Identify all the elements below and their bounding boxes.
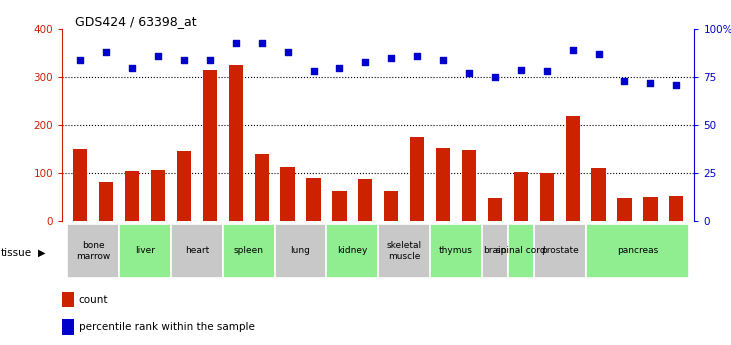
Text: percentile rank within the sample: percentile rank within the sample — [78, 322, 254, 332]
Bar — [384, 191, 398, 221]
Point — [385, 55, 397, 61]
Bar — [306, 178, 321, 221]
Bar — [514, 172, 528, 221]
Point — [281, 50, 293, 55]
Point — [567, 48, 578, 53]
Bar — [281, 167, 295, 221]
Bar — [99, 181, 113, 221]
Bar — [333, 191, 346, 221]
Bar — [488, 198, 502, 221]
Point — [308, 69, 319, 74]
Bar — [410, 137, 424, 221]
Text: thymus: thymus — [439, 246, 473, 256]
Text: pancreas: pancreas — [617, 246, 658, 256]
Bar — [62, 319, 74, 335]
Bar — [586, 224, 689, 278]
Bar — [508, 224, 534, 278]
Point — [412, 53, 423, 59]
Bar — [125, 171, 139, 221]
Point — [618, 78, 630, 84]
Bar — [73, 149, 88, 221]
Text: skeletal
muscle: skeletal muscle — [387, 241, 422, 261]
Text: prostate: prostate — [541, 246, 578, 256]
Point — [515, 67, 526, 72]
Bar — [171, 224, 223, 278]
Bar — [177, 151, 191, 221]
Text: tissue: tissue — [1, 248, 32, 257]
Bar — [534, 224, 586, 278]
Text: count: count — [78, 295, 108, 305]
Bar — [358, 179, 373, 221]
Text: spinal cord: spinal cord — [496, 246, 545, 256]
Point — [204, 57, 216, 63]
Point — [230, 40, 242, 46]
Bar — [327, 224, 379, 278]
Point — [256, 40, 268, 46]
Point — [178, 57, 190, 63]
Bar — [151, 170, 165, 221]
Bar — [482, 224, 508, 278]
Text: ▶: ▶ — [38, 248, 45, 257]
Point — [541, 69, 553, 74]
Point — [463, 71, 475, 76]
Point — [126, 65, 138, 70]
Point — [360, 59, 371, 65]
Bar — [254, 154, 269, 221]
Point — [100, 50, 112, 55]
Bar — [67, 224, 119, 278]
Bar — [591, 168, 606, 221]
Text: liver: liver — [135, 246, 155, 256]
Text: brain: brain — [483, 246, 507, 256]
Point — [333, 65, 345, 70]
Bar — [436, 148, 450, 221]
Bar — [379, 224, 430, 278]
Text: GDS424 / 63398_at: GDS424 / 63398_at — [75, 15, 197, 28]
Bar — [275, 224, 327, 278]
Bar — [566, 117, 580, 221]
Bar — [618, 198, 632, 221]
Bar — [643, 197, 657, 221]
Text: bone
marrow: bone marrow — [76, 241, 110, 261]
Bar — [462, 150, 476, 221]
Bar — [62, 292, 74, 307]
Point — [593, 51, 605, 57]
Bar — [229, 65, 243, 221]
Point — [152, 53, 164, 59]
Point — [670, 82, 682, 88]
Bar — [669, 196, 683, 221]
Bar — [223, 224, 275, 278]
Point — [75, 57, 86, 63]
Text: kidney: kidney — [337, 246, 368, 256]
Bar — [202, 70, 217, 221]
Text: lung: lung — [291, 246, 311, 256]
Point — [645, 80, 656, 86]
Point — [437, 57, 449, 63]
Text: heart: heart — [185, 246, 209, 256]
Bar — [539, 173, 554, 221]
Text: spleen: spleen — [234, 246, 264, 256]
Point — [489, 75, 501, 80]
Bar — [430, 224, 482, 278]
Bar — [119, 224, 171, 278]
